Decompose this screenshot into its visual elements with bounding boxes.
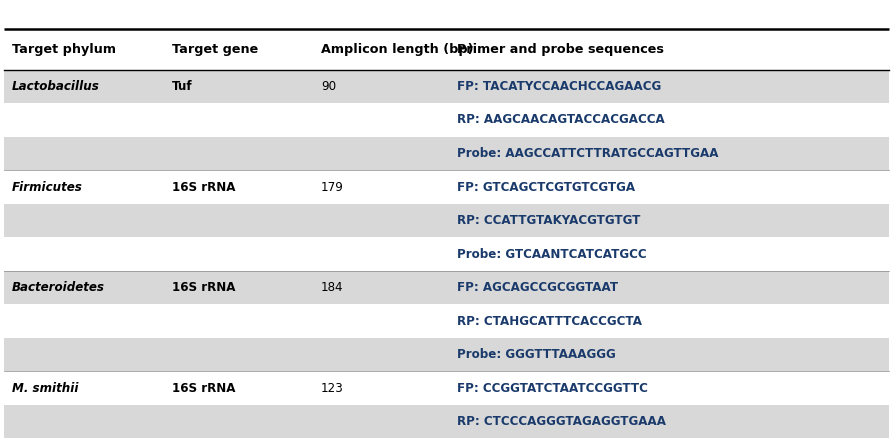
Bar — [4, 438, 889, 444]
Bar — [4, 338, 889, 371]
Text: 184: 184 — [321, 281, 343, 294]
Text: FP: CCGGTATCTAATCCGGTTC: FP: CCGGTATCTAATCCGGTTC — [457, 382, 648, 395]
Text: 90: 90 — [321, 80, 336, 93]
Text: 123: 123 — [321, 382, 344, 395]
Text: FP: TACATYCCAACHCCAGAACG: FP: TACATYCCAACHCCAGAACG — [457, 80, 661, 93]
Text: RP: CTAHGCATTTCACCGCTA: RP: CTAHGCATTTCACCGCTA — [457, 315, 642, 328]
Text: 179: 179 — [321, 181, 344, 194]
Text: RP: AAGCAACAGTACCACGACCA: RP: AAGCAACAGTACCACGACCA — [457, 114, 665, 127]
Text: Firmicutes: Firmicutes — [12, 181, 83, 194]
Bar — [4, 371, 889, 405]
Text: Lactobacillus: Lactobacillus — [12, 80, 100, 93]
Text: Primer and probe sequences: Primer and probe sequences — [457, 43, 664, 56]
Bar — [4, 271, 889, 305]
Bar — [4, 103, 889, 137]
Text: Target gene: Target gene — [172, 43, 258, 56]
Bar — [4, 29, 889, 70]
Text: 16S rRNA: 16S rRNA — [172, 281, 235, 294]
Text: FP: GTCAGCTCGTGTCGTGA: FP: GTCAGCTCGTGTCGTGA — [457, 181, 635, 194]
Text: Probe: GGGTTTAAAGGG: Probe: GGGTTTAAAGGG — [457, 348, 616, 361]
Bar — [4, 204, 889, 237]
Bar — [4, 137, 889, 170]
Bar — [4, 405, 889, 438]
Text: RP: CCATTGTAKYACGTGTGT: RP: CCATTGTAKYACGTGTGT — [457, 214, 641, 227]
Text: Bacteroidetes: Bacteroidetes — [12, 281, 104, 294]
Bar — [4, 237, 889, 271]
Text: Probe: GTCAANTCATCATGCC: Probe: GTCAANTCATCATGCC — [457, 248, 647, 261]
Bar — [4, 305, 889, 338]
Bar — [4, 70, 889, 103]
Text: FP: AGCAGCCGCGGTAAT: FP: AGCAGCCGCGGTAAT — [457, 281, 618, 294]
Text: RP: CTCCCAGGGTAGAGGTGAAA: RP: CTCCCAGGGTAGAGGTGAAA — [457, 415, 666, 428]
Text: Tuf: Tuf — [172, 80, 192, 93]
Text: Probe: AAGCCATTCTTRATGCCAGTTGAA: Probe: AAGCCATTCTTRATGCCAGTTGAA — [457, 147, 718, 160]
Text: 16S rRNA: 16S rRNA — [172, 181, 235, 194]
Text: 16S rRNA: 16S rRNA — [172, 382, 235, 395]
Bar — [4, 170, 889, 204]
Text: Amplicon length (bp): Amplicon length (bp) — [321, 43, 473, 56]
Text: Target phylum: Target phylum — [12, 43, 116, 56]
Text: M. smithii: M. smithii — [12, 382, 78, 395]
